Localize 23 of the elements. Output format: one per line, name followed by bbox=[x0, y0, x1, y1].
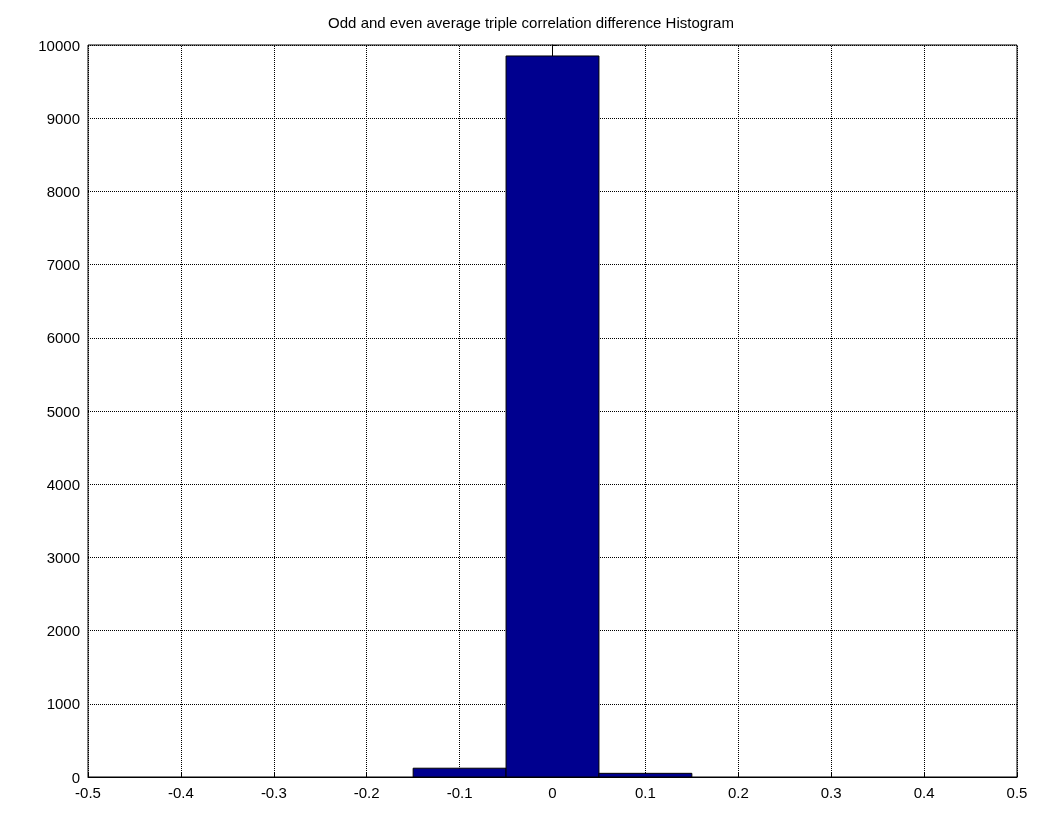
y-tick-label: 9000 bbox=[46, 109, 80, 127]
y-tick-label: 5000 bbox=[46, 402, 80, 420]
y-tick-label: 4000 bbox=[46, 475, 80, 493]
x-tick-label: -0.2 bbox=[353, 784, 380, 801]
x-tick-label: 0.5 bbox=[1006, 784, 1028, 801]
y-tick-label: 7000 bbox=[46, 256, 80, 274]
y-tick-label: 2000 bbox=[46, 622, 80, 640]
x-tick-label: 0.1 bbox=[634, 784, 656, 801]
x-tick-label: -0.1 bbox=[446, 784, 473, 801]
y-tick-label: 10000 bbox=[38, 36, 80, 54]
x-tick-label: 0 bbox=[548, 784, 557, 801]
chart-title: Odd and even average triple correlation difference Histogram bbox=[328, 14, 734, 31]
x-tick-label: 0.2 bbox=[727, 784, 749, 801]
x-tick-label: -0.5 bbox=[75, 784, 101, 801]
x-tick-label: 0.4 bbox=[913, 784, 935, 801]
x-tick-label: -0.4 bbox=[167, 784, 194, 801]
y-tick-label: 8000 bbox=[46, 182, 80, 200]
x-tick-label: 0.3 bbox=[820, 784, 842, 801]
y-tick-label: 3000 bbox=[46, 548, 80, 566]
y-tick-label: 6000 bbox=[46, 329, 80, 347]
y-tick-label: 1000 bbox=[46, 695, 80, 713]
y-tick-label: 0 bbox=[71, 768, 80, 786]
x-tick-label: -0.3 bbox=[260, 784, 287, 801]
